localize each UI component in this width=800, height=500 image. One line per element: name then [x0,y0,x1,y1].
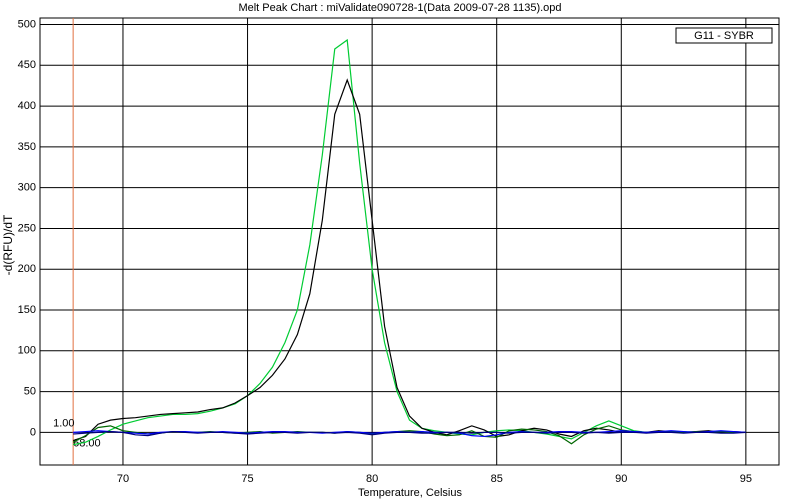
series-line [73,38,746,446]
marker-y-label: 1.00 [53,417,74,429]
y-tick-label: 100 [18,345,36,357]
plot-frame [39,17,780,466]
chart-title: Melt Peak Chart : miValidate090728-1(Dat… [238,2,561,14]
series-line [72,425,746,445]
y-axis-label: -d(RFU)/dT [1,214,15,275]
y-tick-label: 250 [18,222,36,234]
y-tick-label: 0 [30,426,36,438]
legend-box [675,27,773,44]
y-tick-label: 150 [18,304,36,316]
y-tick-label: 300 [18,182,36,194]
series-line [73,430,746,437]
x-tick-label: 70 [117,473,129,485]
y-tick-label: 450 [18,59,36,71]
x-tick-label: 95 [740,473,752,485]
x-axis-label: Temperature, Celsius [358,487,462,499]
x-tick-label: 90 [615,473,627,485]
y-tick-label: 50 [24,385,36,397]
legend-text: G11 - SYBR [694,30,754,42]
x-tick-label: 85 [491,473,503,485]
y-tick-label: 500 [18,18,36,30]
series-line [72,78,746,442]
x-tick-label: 80 [366,473,378,485]
y-tick-label: 400 [18,100,36,112]
marker-x-label: 68.00 [73,437,101,449]
y-tick-label: 200 [18,263,36,275]
y-tick-label: 350 [18,141,36,153]
x-tick-label: 75 [241,473,253,485]
